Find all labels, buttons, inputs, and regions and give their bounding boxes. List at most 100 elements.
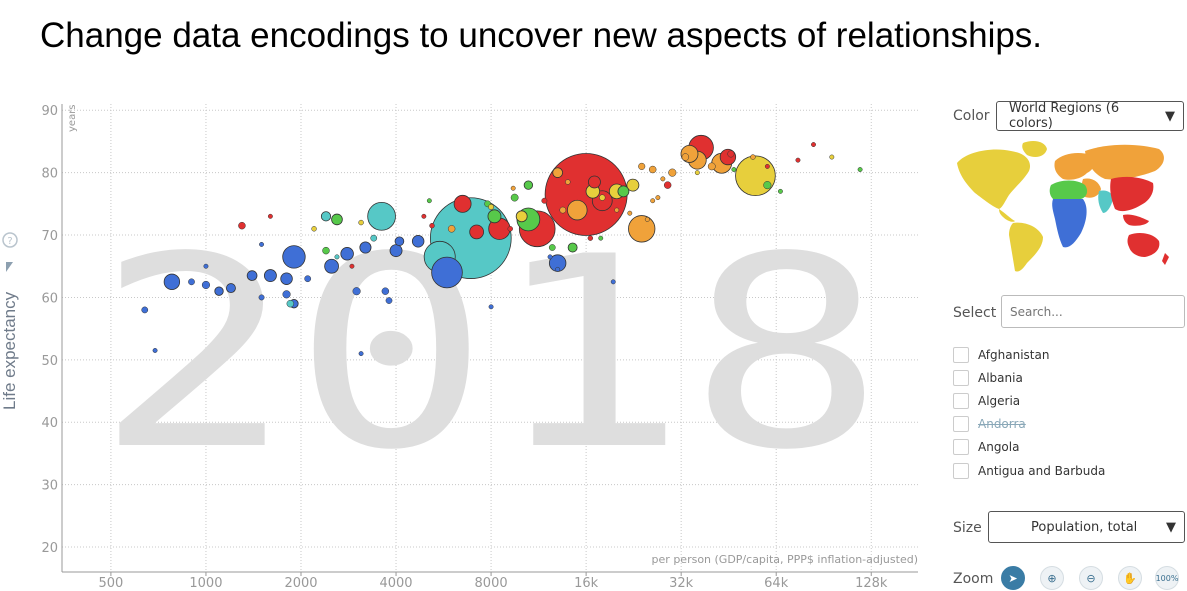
country-bubble[interactable] (352, 287, 361, 296)
map-region-africa-north[interactable] (1049, 180, 1088, 200)
country-bubble[interactable] (587, 235, 594, 241)
help-icon[interactable] (2, 232, 18, 248)
list-item[interactable]: Albania (953, 366, 1163, 389)
country-bubble[interactable] (282, 290, 291, 299)
country-bubble[interactable] (359, 241, 372, 254)
country-bubble[interactable] (599, 194, 606, 201)
country-bubble[interactable] (282, 245, 306, 269)
country-bubble[interactable] (731, 167, 737, 172)
country-bubble[interactable] (258, 294, 265, 301)
country-bubble[interactable] (626, 178, 640, 192)
country-bubble[interactable] (226, 283, 236, 294)
y-axis-selector[interactable]: Life expectancy ? (0, 232, 19, 410)
country-bubble[interactable] (650, 198, 656, 204)
country-bubble[interactable] (141, 306, 149, 314)
country-bubble[interactable] (541, 197, 548, 204)
country-bubble[interactable] (488, 304, 494, 310)
map-region-australia[interactable] (1127, 233, 1160, 257)
country-bubble[interactable] (453, 194, 472, 213)
country-bubble[interactable] (655, 195, 661, 201)
country-bubble[interactable] (340, 247, 354, 261)
country-bubble[interactable] (750, 154, 756, 160)
checkbox[interactable] (953, 369, 969, 386)
country-bubble[interactable] (617, 185, 630, 198)
country-bubble[interactable] (638, 162, 646, 170)
country-bubble[interactable] (152, 348, 158, 353)
zoom-out-button[interactable]: ⊖ (1079, 566, 1103, 590)
map-region-east-asia[interactable] (1110, 176, 1154, 212)
color-select[interactable]: World Regions (6 colors) ▼ (996, 101, 1184, 131)
map-region-new-zealand[interactable] (1162, 253, 1169, 265)
country-bubble[interactable] (358, 351, 364, 357)
country-bubble[interactable] (614, 207, 620, 213)
country-bubble[interactable] (764, 163, 770, 169)
country-bubble[interactable] (188, 278, 195, 286)
country-bubble[interactable] (469, 224, 484, 240)
country-bubble[interactable] (668, 168, 677, 177)
list-item[interactable]: Afghanistan (953, 343, 1163, 366)
country-bubble[interactable] (547, 254, 553, 260)
map-region-america-north[interactable] (957, 149, 1031, 210)
pointer-tool-button[interactable]: ➤ (1001, 566, 1025, 590)
checkbox[interactable] (953, 346, 969, 363)
map-region-africa-south[interactable] (1052, 199, 1087, 248)
country-bubble[interactable] (627, 210, 633, 216)
country-bubble[interactable] (548, 244, 556, 251)
country-bubble[interactable] (628, 215, 656, 243)
country-bubble[interactable] (777, 188, 783, 194)
country-bubble[interactable] (510, 185, 516, 191)
search-input[interactable] (1001, 295, 1185, 328)
zoom-in-button[interactable]: ⊕ (1040, 566, 1064, 590)
country-bubble[interactable] (267, 213, 273, 219)
country-bubble[interactable] (559, 206, 567, 214)
country-bubble[interactable] (763, 181, 772, 190)
country-bubble[interactable] (515, 210, 528, 223)
country-bubble[interactable] (811, 142, 816, 148)
country-bubble[interactable] (246, 270, 258, 281)
country-bubble[interactable] (304, 275, 312, 283)
country-bubble[interactable] (426, 198, 432, 204)
country-bubble[interactable] (385, 297, 393, 304)
y-axis-caret-icon[interactable] (6, 262, 13, 272)
checkbox[interactable] (953, 439, 969, 456)
list-item[interactable]: Algeria (953, 389, 1163, 412)
country-bubble[interactable] (567, 199, 588, 221)
country-bubble[interactable] (331, 213, 343, 226)
country-bubble[interactable] (552, 167, 563, 178)
country-bubble[interactable] (286, 299, 295, 308)
country-bubble[interactable] (727, 150, 735, 158)
country-bubble[interactable] (663, 181, 672, 189)
country-bubble[interactable] (660, 176, 666, 182)
pan-tool-button[interactable]: ✋ (1118, 566, 1142, 590)
map-region-north-asia[interactable] (1085, 144, 1164, 180)
country-bubble[interactable] (280, 272, 293, 285)
country-bubble[interactable] (311, 226, 317, 232)
country-bubble[interactable] (322, 246, 330, 255)
country-bubble[interactable] (829, 154, 835, 160)
country-bubble[interactable] (507, 226, 513, 232)
zoom-reset-button[interactable]: 100% (1155, 566, 1179, 590)
country-bubble[interactable] (201, 280, 211, 290)
country-bubble[interactable] (447, 225, 456, 233)
list-item[interactable]: Antigua and Barbuda (953, 459, 1163, 482)
country-bubble[interactable] (523, 180, 534, 190)
country-bubble[interactable] (394, 236, 405, 247)
country-bubble[interactable] (567, 242, 578, 253)
map-region-greenland[interactable] (1022, 141, 1047, 157)
country-bubble[interactable] (324, 258, 339, 274)
country-bubble[interactable] (263, 269, 277, 283)
map-region-southeast-asia[interactable] (1123, 214, 1149, 226)
country-bubble[interactable] (565, 179, 571, 185)
country-bubble[interactable] (487, 209, 502, 224)
country-bubble[interactable] (163, 273, 181, 291)
country-bubble[interactable] (555, 266, 561, 272)
country-bubble[interactable] (214, 286, 224, 296)
country-bubble[interactable] (238, 221, 246, 230)
world-map[interactable] (953, 135, 1173, 275)
y-axis-title[interactable]: Life expectancy (0, 291, 19, 410)
country-bubble[interactable] (320, 211, 332, 222)
country-bubble[interactable] (735, 155, 776, 197)
checkbox[interactable] (953, 462, 969, 479)
country-bubble[interactable] (431, 256, 463, 289)
country-bubble[interactable] (389, 244, 403, 258)
